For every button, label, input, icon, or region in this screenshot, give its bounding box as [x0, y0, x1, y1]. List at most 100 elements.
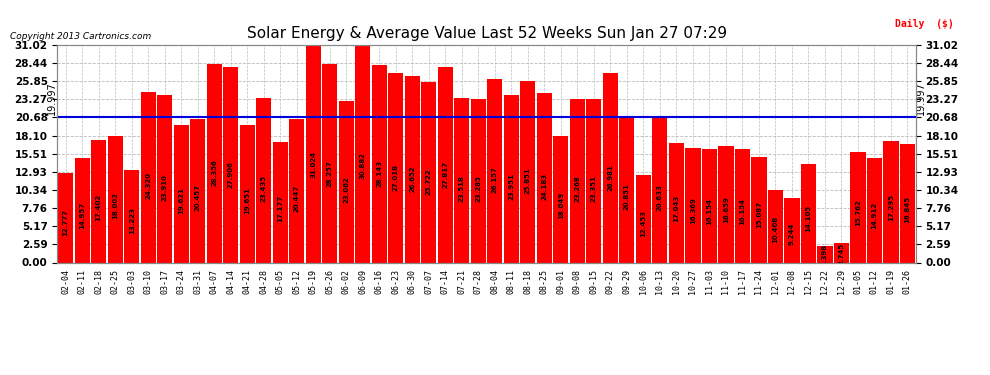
Text: 19.997: 19.997	[48, 82, 57, 116]
Bar	[586, 99, 602, 262]
Bar	[818, 246, 833, 262]
Text: 10.408: 10.408	[772, 216, 778, 243]
Text: 23.518: 23.518	[458, 175, 465, 202]
Text: 25.851: 25.851	[525, 168, 531, 194]
Bar	[504, 94, 519, 262]
Bar	[124, 170, 140, 262]
Bar	[735, 149, 750, 262]
Text: 23.435: 23.435	[260, 175, 266, 202]
Bar	[751, 157, 766, 262]
Bar	[784, 198, 800, 262]
Bar	[487, 79, 503, 262]
Bar	[702, 149, 717, 262]
Text: Copyright 2013 Cartronics.com: Copyright 2013 Cartronics.com	[10, 32, 151, 41]
Bar	[537, 93, 552, 262]
Text: 23.951: 23.951	[508, 174, 515, 200]
Text: 24.183: 24.183	[542, 172, 547, 200]
Text: 18.049: 18.049	[557, 192, 564, 219]
Bar	[141, 92, 155, 262]
Text: 20.447: 20.447	[294, 184, 300, 211]
Text: 31.024: 31.024	[310, 151, 316, 178]
Text: 20.633: 20.633	[657, 184, 663, 211]
Bar	[405, 76, 420, 262]
Text: 12.453: 12.453	[641, 210, 646, 237]
Bar	[355, 46, 370, 262]
Bar	[652, 118, 667, 262]
Text: 26.157: 26.157	[492, 166, 498, 194]
Bar	[850, 152, 865, 262]
Bar	[74, 158, 90, 262]
Bar	[421, 82, 437, 262]
Text: 26.652: 26.652	[409, 165, 416, 192]
Bar	[272, 142, 288, 262]
Bar	[470, 99, 486, 262]
Text: 27.817: 27.817	[443, 161, 448, 188]
Text: 23.351: 23.351	[591, 176, 597, 202]
Bar	[620, 116, 635, 262]
Bar	[768, 189, 783, 262]
Text: 19.621: 19.621	[178, 187, 184, 214]
Text: 16.154: 16.154	[707, 198, 713, 225]
Bar	[173, 125, 189, 262]
Bar	[223, 67, 239, 262]
Bar	[521, 81, 536, 262]
Text: 23.268: 23.268	[574, 176, 580, 203]
Text: 12.777: 12.777	[62, 209, 68, 236]
Text: 28.356: 28.356	[211, 160, 217, 186]
Text: 26.981: 26.981	[608, 164, 614, 191]
Text: 17.295: 17.295	[888, 195, 894, 221]
Bar	[240, 125, 254, 262]
Bar	[388, 73, 403, 262]
Text: 17.043: 17.043	[673, 195, 679, 222]
Bar	[207, 64, 222, 262]
Text: 28.257: 28.257	[327, 160, 333, 187]
Bar	[58, 173, 73, 262]
Bar	[438, 68, 452, 262]
Bar	[454, 98, 469, 262]
Text: 9.244: 9.244	[789, 222, 795, 245]
Text: 23.062: 23.062	[344, 176, 349, 203]
Bar	[157, 95, 172, 262]
Text: 17.177: 17.177	[277, 195, 283, 222]
Text: 19.997: 19.997	[916, 82, 926, 116]
Text: 14.105: 14.105	[806, 204, 812, 231]
Text: 28.143: 28.143	[376, 160, 382, 187]
Bar	[322, 64, 338, 262]
Bar	[900, 144, 915, 262]
Text: 27.018: 27.018	[393, 164, 399, 191]
Text: 16.845: 16.845	[905, 196, 911, 223]
Bar	[636, 175, 651, 262]
Bar	[339, 101, 353, 262]
Bar	[685, 148, 701, 262]
Text: 14.912: 14.912	[871, 202, 877, 229]
Bar	[883, 141, 899, 262]
Text: 2.398: 2.398	[822, 244, 828, 266]
Text: 14.957: 14.957	[79, 202, 85, 229]
Bar	[867, 158, 882, 262]
Bar	[306, 45, 321, 262]
Bar	[91, 141, 106, 262]
Text: 23.285: 23.285	[475, 176, 481, 202]
Bar	[801, 164, 816, 262]
Text: 20.851: 20.851	[624, 183, 630, 210]
Text: 16.154: 16.154	[740, 198, 745, 225]
Text: 2.745: 2.745	[839, 243, 844, 265]
Text: 23.910: 23.910	[161, 174, 167, 201]
Bar	[669, 143, 684, 262]
Text: 15.087: 15.087	[756, 201, 762, 228]
Title: Solar Energy & Average Value Last 52 Weeks Sun Jan 27 07:29: Solar Energy & Average Value Last 52 Wee…	[247, 26, 727, 41]
Text: 25.722: 25.722	[426, 168, 432, 195]
Text: 27.906: 27.906	[228, 161, 234, 188]
Bar	[190, 119, 205, 262]
Text: 19.651: 19.651	[245, 187, 250, 214]
Bar	[719, 146, 734, 262]
Bar	[570, 99, 585, 262]
Text: 13.223: 13.223	[129, 207, 135, 234]
Text: 15.762: 15.762	[855, 200, 861, 226]
Text: 18.002: 18.002	[112, 192, 118, 219]
Text: 24.320: 24.320	[146, 172, 151, 199]
Bar	[108, 136, 123, 262]
Bar	[371, 65, 387, 262]
Text: 20.457: 20.457	[195, 184, 201, 211]
Bar	[553, 136, 568, 262]
